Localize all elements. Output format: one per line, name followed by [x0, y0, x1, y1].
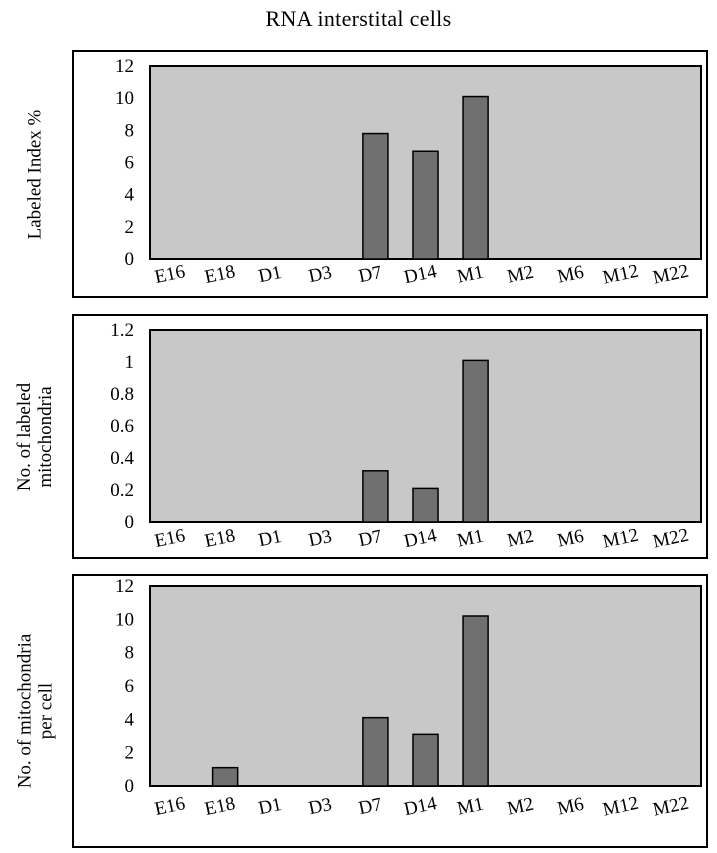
x-tick-label: E16 [153, 793, 187, 820]
y-tick-label: 0 [125, 776, 135, 797]
y-tick-label: 2 [125, 217, 135, 238]
x-tick-label: D1 [257, 794, 284, 819]
y-tick-label: 4 [125, 709, 135, 730]
x-tick-label: M6 [556, 526, 586, 552]
x-tick-label: D7 [357, 262, 384, 287]
bar-d7 [362, 132, 389, 260]
plot-area [149, 585, 702, 787]
y-tick-label: 0.2 [110, 480, 134, 501]
x-tick-label: M1 [455, 526, 485, 552]
bar-chart-labeled-mitochondria: 0 0.2 0.4 0.6 0.8 1 1.2 E16 E18 D1 D3 D7 D14 M1 M2 M6 M1… [110, 320, 702, 553]
x-tick-label: M12 [601, 525, 640, 553]
x-tick-label: E18 [203, 793, 237, 820]
x-tick-label: M22 [651, 261, 690, 289]
x-tick-label: D7 [357, 794, 384, 819]
bar-d7 [362, 470, 389, 523]
y-tick-label: 2 [125, 743, 135, 764]
y-tick-label: 0.4 [110, 448, 134, 469]
bar-chart-mitochondria-per-cell: 0 2 4 6 8 10 12 E16 E18 D1 D3 D7 D14 M1 M2 M6 M12 M22 [115, 576, 702, 821]
x-tick-label: E18 [203, 261, 237, 288]
bar-d14 [412, 733, 439, 787]
y-axis-label-panel-1: Labeled Index % [0, 50, 70, 298]
x-tick-label: M6 [556, 794, 586, 820]
x-tick-label: D1 [257, 262, 284, 287]
y-tick-label: 4 [125, 185, 135, 206]
x-tick-label: M12 [601, 793, 640, 821]
x-tick-label: D3 [307, 794, 334, 819]
y-tick-label: 10 [115, 88, 134, 109]
x-tick-label: M22 [651, 793, 690, 821]
y-tick-label: 6 [125, 153, 135, 174]
x-tick-label: E18 [203, 525, 237, 552]
y-tick-label: 0.6 [110, 416, 134, 437]
y-tick-label: 8 [125, 643, 135, 664]
y-tick-label: 6 [125, 676, 135, 697]
y-tick-label: 8 [125, 120, 135, 141]
y-axis-label-panel-2: No. of labeled mitochondria [0, 314, 70, 559]
bar-chart-labeled-index: 0 2 4 6 8 10 12 E16 E18 D1 D3 D7 D14 M1 M2 M6 M12 M22 [115, 56, 702, 289]
x-tick-label: M1 [455, 794, 485, 820]
y-tick-label: 12 [115, 576, 134, 597]
y-axis-label-line: per cell [35, 682, 57, 740]
x-tick-label: D7 [357, 526, 384, 551]
y-tick-label: 0 [125, 249, 135, 270]
y-tick-label: 10 [115, 609, 134, 630]
bar-m1 [462, 615, 489, 787]
y-axis-label-line: No. of mitochondria [14, 633, 36, 789]
y-axis-label-line: No. of labeled [14, 382, 35, 491]
x-tick-label: D3 [307, 526, 334, 551]
bar-d7 [362, 716, 389, 787]
chart-panel-labeled-index: 0 2 4 6 8 10 12 E16 E18 D1 D3 D7 D14 M1 M2 M6 M12 M22 [72, 50, 708, 298]
x-tick-label: D3 [307, 262, 334, 287]
bar-e18 [211, 766, 239, 787]
y-tick-label: 12 [115, 56, 134, 77]
x-tick-label: M1 [455, 262, 485, 288]
x-tick-label: M2 [505, 262, 535, 288]
chart-panel-labeled-mitochondria: 0 0.2 0.4 0.6 0.8 1 1.2 E16 E18 D1 D3 D7 D14 M1 M2 M6 M1… [72, 314, 708, 559]
x-tick-label: E16 [153, 525, 187, 552]
x-tick-label: D14 [402, 525, 439, 552]
y-tick-label: 1 [125, 352, 135, 373]
y-axis-label-panel-3: No. of mitochondria per cell [0, 574, 70, 848]
chart-panel-mitochondria-per-cell: 0 2 4 6 8 10 12 E16 E18 D1 D3 D7 D14 M1 M2 M6 M12 M22 [72, 574, 708, 848]
x-tick-label: E16 [153, 261, 187, 288]
bar-m1 [462, 95, 489, 260]
x-tick-label: M22 [651, 525, 690, 553]
x-tick-label: M6 [556, 262, 586, 288]
figure-title: RNA interstital cells [265, 6, 452, 31]
x-tick-label: D14 [402, 261, 439, 288]
bar-m1 [462, 359, 489, 523]
y-axis-label-line: Labeled Index % [24, 109, 46, 239]
x-tick-label: D1 [257, 526, 284, 551]
bar-d14 [412, 487, 439, 523]
bar-d14 [412, 150, 439, 260]
y-tick-label: 0 [125, 512, 135, 533]
y-axis-label-line: mitochondria [35, 385, 56, 488]
x-tick-label: M12 [601, 261, 640, 289]
y-tick-label: 0.8 [110, 384, 134, 405]
y-tick-label: 1.2 [110, 320, 134, 341]
x-tick-label: M2 [505, 794, 535, 820]
x-tick-label: D14 [402, 793, 439, 820]
x-tick-label: M2 [505, 526, 535, 552]
